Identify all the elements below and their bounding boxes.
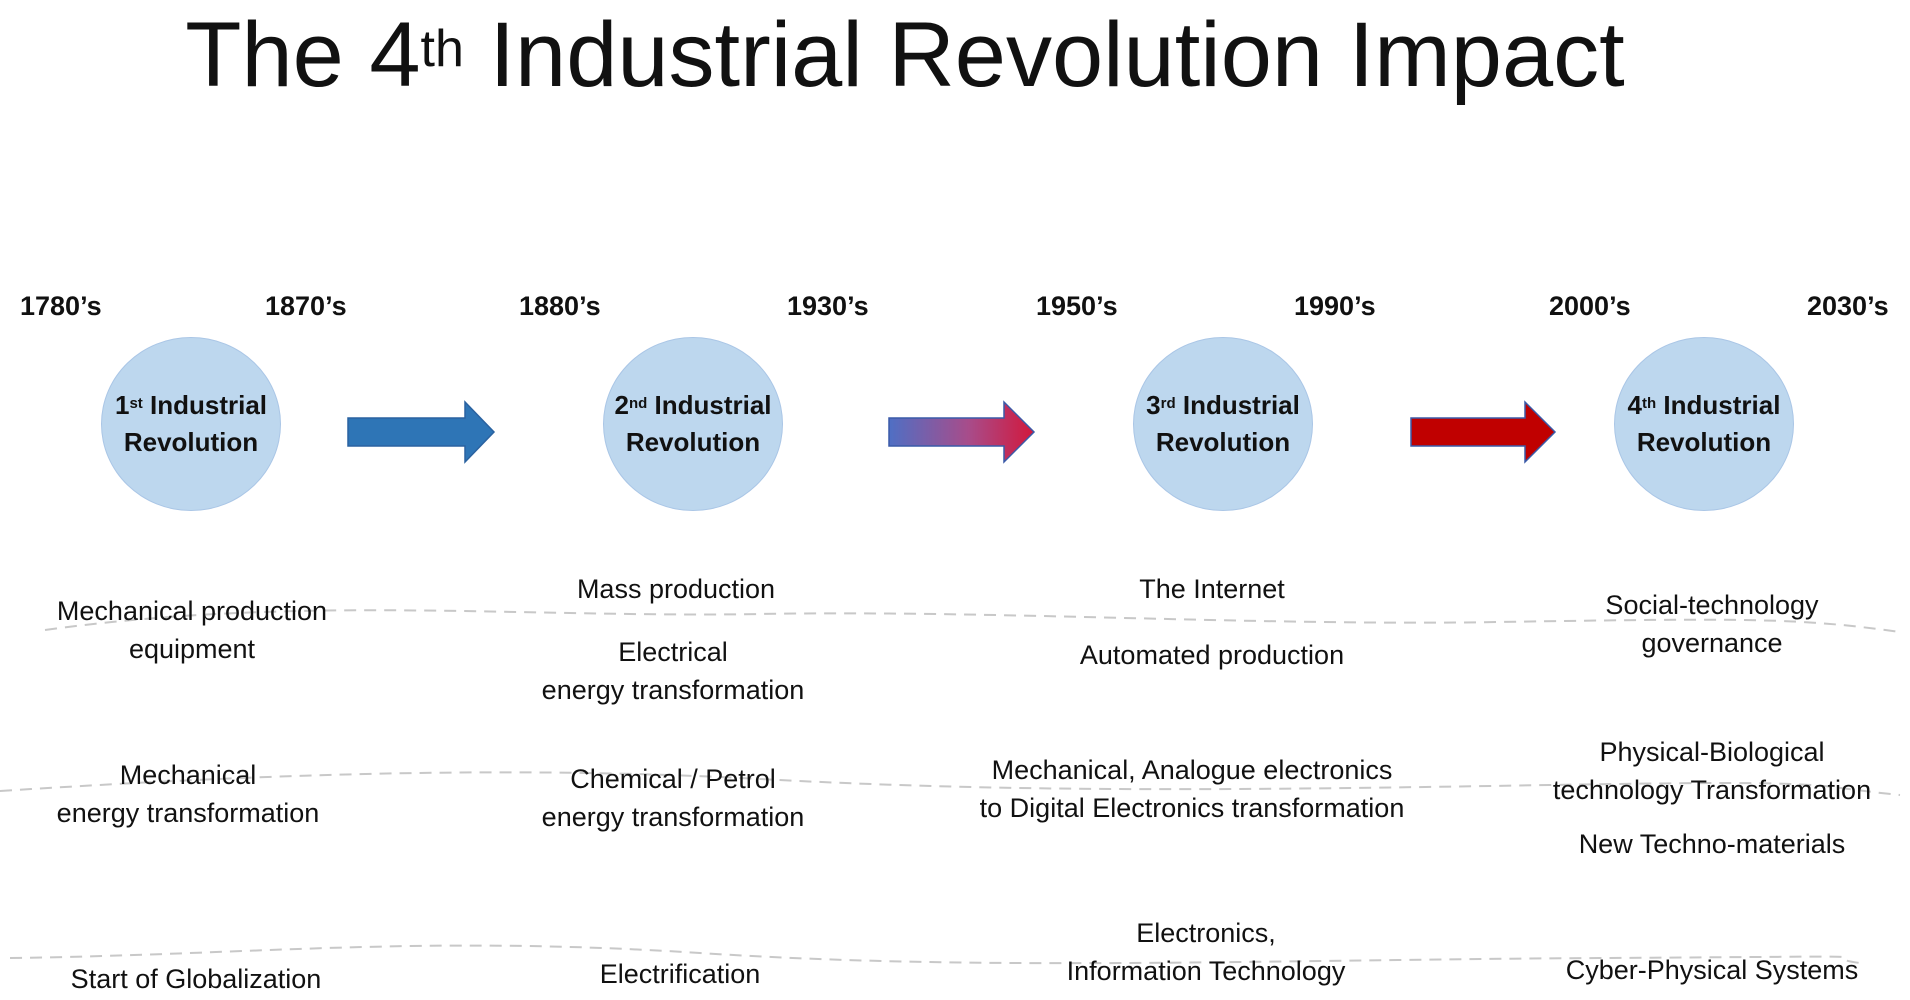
year-1880s: 1880’s	[519, 291, 601, 321]
dashed-divider-2	[0, 771, 1901, 796]
impact-item: Automated production	[1079, 640, 1345, 670]
impact-item: Mechanical energy transformation	[56, 760, 320, 828]
circle-2nd-revolution: 2nd Industrial Revolution	[603, 337, 783, 511]
year-1780s: 1780’s	[20, 291, 102, 321]
circle-1st-revolution: 1st Industrial Revolution	[101, 337, 281, 511]
circle-3rd-revolution: 3rd Industrial Revolution	[1133, 337, 1313, 511]
year-2030s: 2030’s	[1807, 291, 1889, 321]
impact-item: Start of Globalization	[70, 964, 322, 994]
year-1950s: 1950’s	[1036, 291, 1118, 321]
page-title: The 4th Industrial Revolution Impact	[185, 4, 1625, 106]
impact-item: Mass production	[576, 574, 776, 604]
impact-item: Electronics, Information Technology	[1066, 918, 1346, 986]
year-1990s: 1990’s	[1294, 291, 1376, 321]
year-1870s: 1870’s	[265, 291, 347, 321]
dashed-divider-3	[9, 944, 1861, 965]
impact-item: Electrical energy transformation	[541, 637, 805, 705]
arrow-3-to-4	[1410, 400, 1557, 464]
impact-item: Physical-Biological technology Transforma…	[1552, 737, 1872, 805]
arrow-1-to-2	[347, 400, 496, 464]
impact-item: Mechanical, Analogue electronics to Digit…	[979, 755, 1405, 823]
impact-item: Electrification	[599, 959, 761, 989]
circle-4th-revolution: 4th Industrial Revolution	[1614, 337, 1794, 511]
impact-item: Mechanical production equipment	[56, 596, 328, 664]
impact-item: Social-technology governance	[1605, 590, 1819, 658]
dashed-divider-1	[44, 609, 1901, 633]
year-2000s: 2000’s	[1549, 291, 1631, 321]
impact-item: The Internet	[1139, 574, 1285, 604]
arrow-2-to-3	[888, 400, 1036, 464]
impact-item: Chemical / Petrol energy transformation	[541, 764, 805, 832]
impact-item: Cyber-Physical Systems	[1565, 955, 1859, 985]
impact-item: New Techno-materials	[1578, 829, 1846, 859]
year-1930s: 1930’s	[787, 291, 869, 321]
